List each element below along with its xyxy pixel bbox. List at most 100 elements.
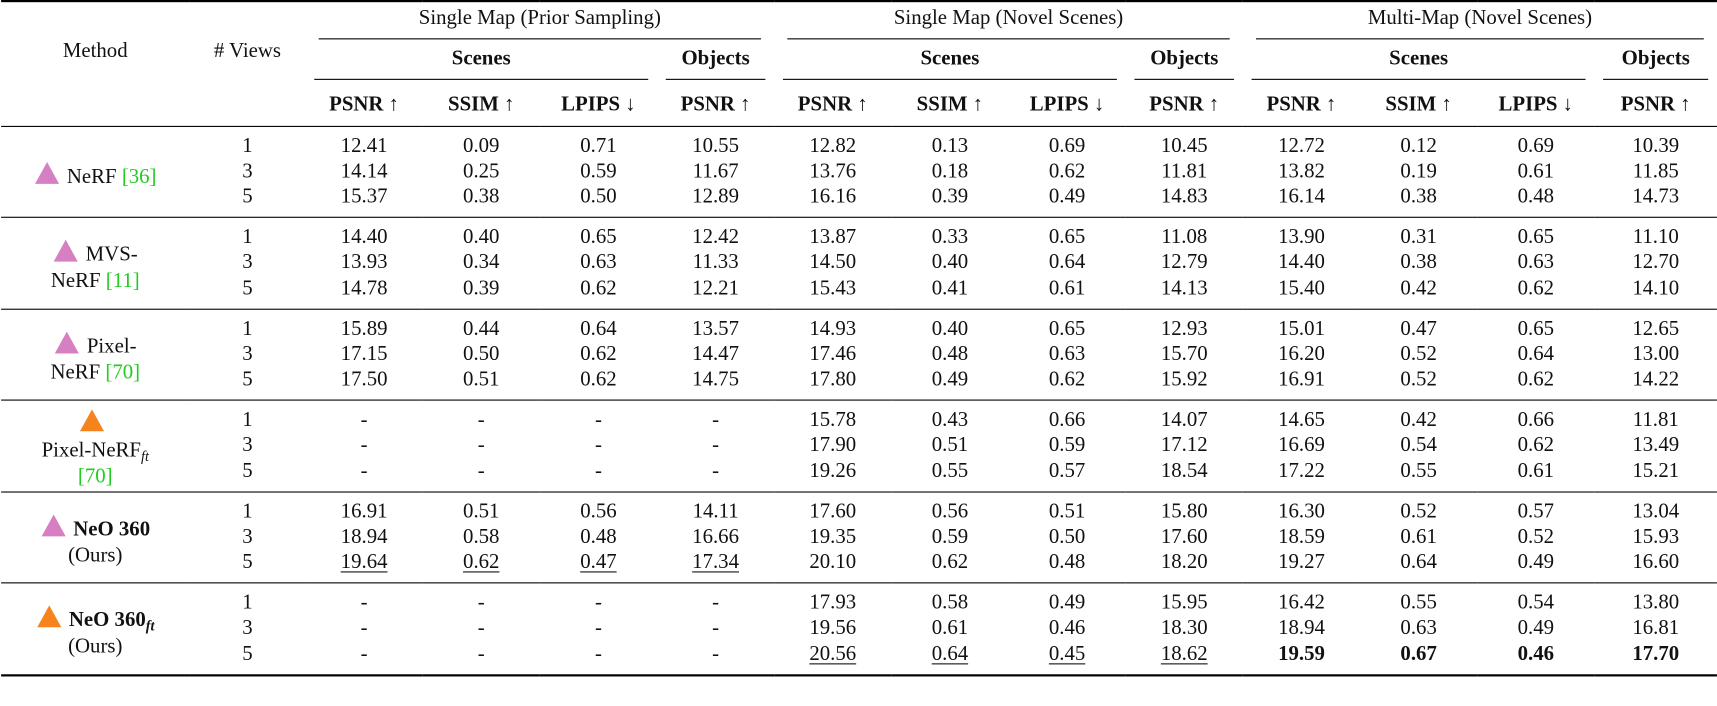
value: 12.93	[1160, 316, 1208, 340]
value-cell: 0.47	[540, 551, 657, 583]
value-cell: 13.87	[774, 217, 891, 249]
value-cell: 0.56	[891, 491, 1008, 523]
value: 18.20	[1160, 550, 1208, 574]
value: 0.48	[580, 525, 617, 549]
value-cell: 12.79	[1126, 250, 1243, 277]
value: -	[477, 616, 485, 640]
value: 0.59	[1048, 433, 1086, 457]
value: 13.93	[340, 250, 388, 274]
value: 0.51	[931, 433, 969, 457]
header-row: Method # Views Single Map (Prior Sampling)…	[1, 1, 1717, 62]
value: 0.56	[931, 499, 969, 523]
value: 0.52	[1400, 342, 1437, 366]
value: 0.62	[1048, 367, 1086, 391]
value: 0.61	[1517, 459, 1555, 483]
method-cell: NeO 360ft (Ours)	[1, 583, 189, 675]
value-cell: 0.62	[1009, 368, 1126, 400]
value: 0.59	[931, 525, 969, 549]
value-cell: 13.80	[1594, 583, 1717, 615]
column-header: # Views	[213, 39, 282, 63]
data-row: 5 14.78 0.39 0.62 12.21 15.43 0.41 0.61 14.13 15.…	[1, 276, 1717, 308]
value: 12.70	[1632, 250, 1680, 274]
value: 0.50	[580, 184, 617, 208]
value-cell: 16.60	[1594, 551, 1717, 583]
value: 13.82	[1278, 159, 1325, 183]
value: -	[712, 408, 720, 432]
value-cell: 10.39	[1594, 126, 1717, 158]
value: 19.56	[809, 616, 857, 640]
value: 0.48	[931, 342, 969, 366]
value: 0.64	[1048, 250, 1086, 274]
value: 18.59	[1278, 525, 1325, 549]
value: 0.41	[931, 276, 969, 300]
value: 13.57	[692, 316, 739, 340]
value: 0.12	[1400, 134, 1437, 158]
value-cell: 0.51	[423, 491, 540, 523]
value: 17.34	[692, 550, 739, 574]
value: 0.55	[1400, 591, 1437, 615]
value: 0.65	[1517, 225, 1555, 249]
value-cell: 17.34	[657, 551, 774, 583]
method-cell: Pixel-NeRF [70]	[1, 309, 189, 400]
value-cell: -	[423, 615, 540, 642]
value-cell: 0.33	[891, 217, 1008, 249]
method-name-group: NeO 360ft	[68, 608, 155, 633]
value: 14.93	[809, 316, 857, 340]
value-cell: 0.63	[540, 250, 657, 277]
value: 0.62	[1517, 433, 1555, 457]
metric-header: PSNR ↑	[329, 92, 400, 116]
value: 14.13	[1160, 276, 1208, 300]
value-cell: 14.07	[1126, 400, 1243, 432]
value: 15.78	[809, 408, 857, 432]
subgroup-header-cell: Scenes	[1243, 43, 1594, 85]
value: 15.37	[340, 184, 388, 208]
value: 0.61	[1517, 159, 1555, 183]
value: 14.40	[340, 225, 388, 249]
value: 0.33	[931, 225, 969, 249]
method-block: NeRF [36] 1 12.41 0.09 0.71 10.55 12.82 0.13 0.6…	[1, 126, 1717, 218]
value-cell: 18.54	[1126, 459, 1243, 491]
value: 17.70	[1632, 641, 1680, 665]
views-cell: 5	[242, 184, 253, 208]
value-cell: -	[423, 583, 540, 615]
method-note: (Ours)	[68, 543, 123, 567]
subgroup-header: Objects	[1603, 47, 1709, 80]
value: 0.62	[463, 550, 500, 574]
data-row: 3 14.14 0.25 0.59 11.67 13.76 0.18 0.62 11.81 13.…	[1, 158, 1717, 185]
citation: [11]	[105, 269, 140, 293]
views-cell: 1	[242, 591, 253, 615]
value: 0.57	[1517, 499, 1555, 523]
value: 17.50	[340, 367, 388, 391]
value-cell: 0.64	[1477, 341, 1594, 368]
citation: [70]	[105, 360, 141, 384]
data-row: 5 - - - - 19.26 0.55 0.57 18.54 17.22 0.55 0.61 15.2…	[1, 459, 1717, 491]
value-cell: 15.78	[774, 400, 891, 432]
value: 13.76	[809, 159, 857, 183]
value-cell: 10.45	[1126, 126, 1243, 158]
value-cell: 18.20	[1126, 551, 1243, 583]
value-cell: 0.62	[423, 551, 540, 583]
value: 14.47	[692, 342, 739, 366]
value-cell: 0.61	[1360, 524, 1477, 551]
value: 0.51	[463, 499, 500, 523]
value-cell: 0.43	[891, 400, 1008, 432]
value: -	[360, 408, 368, 432]
value-cell: 0.44	[423, 309, 540, 341]
value: 0.63	[1048, 342, 1086, 366]
value-cell: 15.70	[1126, 341, 1243, 368]
method-name: NeO 360	[68, 608, 146, 632]
value-cell: 0.57	[1009, 459, 1126, 491]
value-cell: 16.14	[1243, 185, 1360, 217]
value: 18.62	[1160, 641, 1208, 665]
value-cell: 0.71	[540, 126, 657, 158]
value-cell: 0.67	[1360, 642, 1477, 675]
value-cell: 13.76	[774, 158, 891, 185]
value-cell: 0.46	[1009, 615, 1126, 642]
value: 0.58	[931, 591, 969, 615]
value: 16.69	[1278, 433, 1325, 457]
value: 0.48	[1517, 184, 1555, 208]
value: 14.73	[1632, 184, 1680, 208]
data-row: NeO 360 (Ours) 1 16.91 0.51 0.56 14.11 17.60 0.5…	[1, 491, 1717, 567]
value-cell: 0.64	[1360, 551, 1477, 583]
value: 0.52	[1400, 367, 1437, 391]
